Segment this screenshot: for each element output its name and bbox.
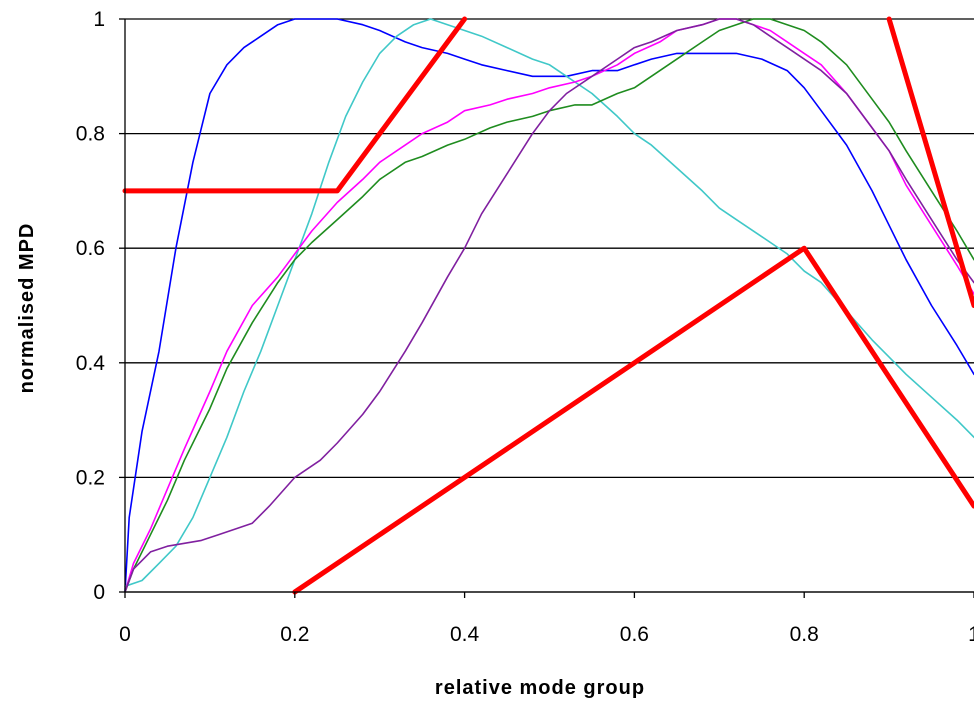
series-line-7 [886, 16, 974, 308]
x-tick-label-2: 0.4 [450, 623, 480, 646]
x-tick-labels: 0 0.2 0.4 0.6 0.8 1 [119, 623, 974, 646]
x-tick-label-3: 0.6 [620, 623, 649, 646]
series-line-5 [122, 16, 468, 194]
series-line-0 [124, 18, 974, 593]
y-tick-label-0: 0 [93, 581, 105, 604]
x-axis-title: relative mode group [435, 677, 645, 699]
y-tick-label-5: 1 [93, 8, 105, 31]
series-line-2 [124, 18, 974, 593]
axes [119, 18, 974, 598]
y-tick-label-3: 0.6 [76, 237, 105, 260]
x-tick-label-4: 0.8 [790, 623, 819, 646]
y-tick-label-4: 0.8 [76, 123, 105, 146]
y-tick-label-1: 0.2 [76, 466, 105, 489]
series-line-6 [292, 245, 974, 595]
y-tick-label-2: 0.4 [76, 352, 106, 375]
x-tick-label-1: 0.2 [280, 623, 309, 646]
series-lines [122, 16, 974, 595]
y-tick-labels: 0 0.2 0.4 0.6 0.8 1 [76, 8, 106, 604]
series-line-1 [124, 18, 974, 588]
x-tick-label-5: 1 [968, 623, 974, 646]
series-line-4 [124, 18, 974, 593]
y-axis-title: normalised MPD [16, 223, 38, 394]
x-tick-label-0: 0 [119, 623, 131, 646]
